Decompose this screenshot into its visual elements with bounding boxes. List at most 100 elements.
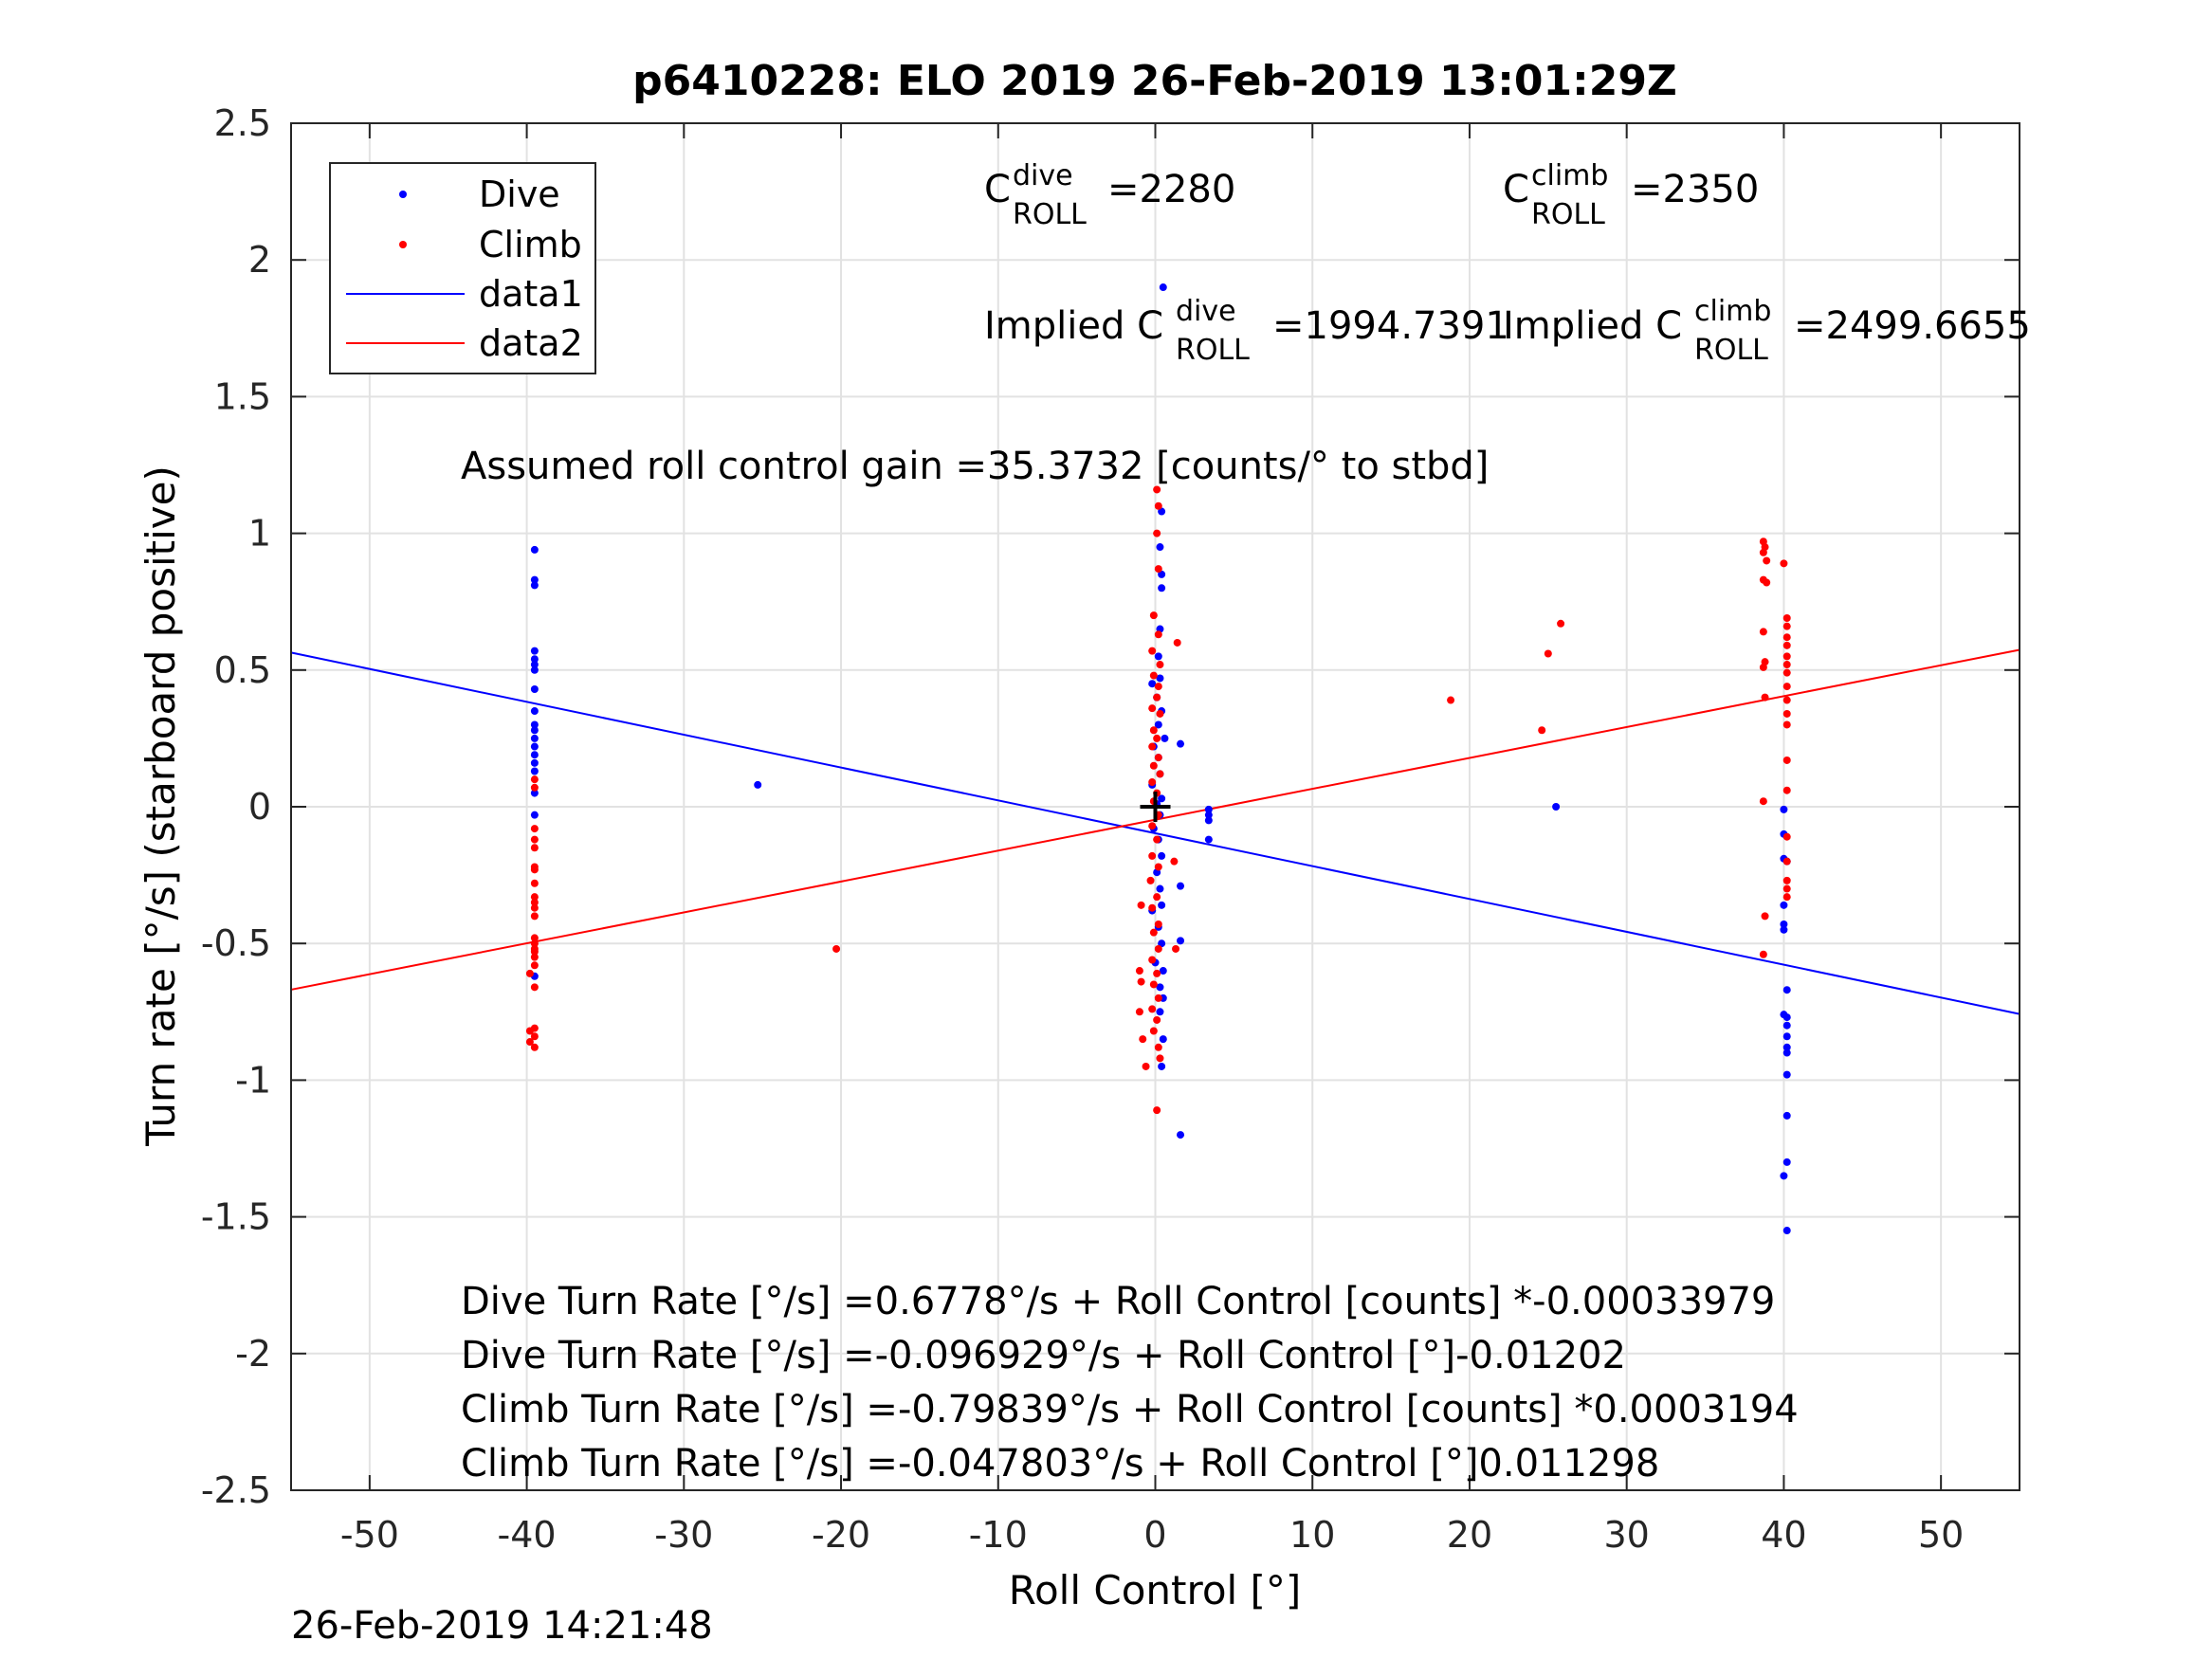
- point-climb: [1782, 709, 1791, 718]
- point-climb: [1149, 726, 1158, 735]
- point-climb: [1447, 696, 1455, 704]
- point-climb: [530, 947, 539, 956]
- point-climb: [1154, 630, 1162, 639]
- origin-marker: [1140, 792, 1171, 822]
- point-dive: [530, 665, 539, 674]
- point-climb: [1172, 944, 1180, 953]
- point-dive: [1782, 1013, 1791, 1022]
- point-dive: [1782, 1111, 1791, 1120]
- point-dive: [1177, 882, 1185, 890]
- legend: Dive Climb data1 data2: [329, 162, 596, 374]
- legend-label-data2: data2: [479, 322, 583, 364]
- tick-marks: [291, 122, 2020, 1491]
- c-roll-dive-annotation: C dive ROLL =2280: [984, 159, 1235, 231]
- point-climb: [1782, 614, 1791, 623]
- point-dive: [1156, 674, 1164, 683]
- point-climb: [1142, 1062, 1150, 1070]
- superscript-climb: climb: [1531, 159, 1608, 192]
- legend-label-climb: Climb: [479, 224, 582, 265]
- point-dive: [1159, 283, 1167, 292]
- implied-c-label: Implied C: [1503, 304, 1682, 348]
- point-climb: [1153, 485, 1161, 494]
- point-climb: [1154, 565, 1162, 574]
- x-tick-label: -20: [812, 1514, 870, 1556]
- implied-climb-value: =2499.6655: [1794, 304, 2031, 348]
- point-climb: [1156, 770, 1164, 778]
- point-climb: [1139, 1035, 1147, 1044]
- point-climb: [1782, 661, 1791, 669]
- point-climb: [530, 1043, 539, 1051]
- point-climb: [1148, 704, 1157, 713]
- point-climb: [530, 898, 539, 906]
- fit-line-data1: [290, 651, 2020, 1015]
- point-dive: [530, 655, 539, 664]
- point-climb: [530, 835, 539, 844]
- x-tick-label: 0: [1143, 1514, 1166, 1556]
- point-climb: [525, 969, 534, 977]
- x-tick-label: -40: [498, 1514, 557, 1556]
- point-climb: [1154, 994, 1162, 1002]
- point-climb: [530, 783, 539, 792]
- point-climb: [1153, 969, 1161, 977]
- point-climb: [1149, 980, 1158, 989]
- y-tick-labels: -2.5 -2 -1.5 -1 -0.5 0 0.5 1 1.5 2 2.5: [201, 102, 271, 1511]
- point-climb: [530, 934, 539, 942]
- subscript-roll: ROLL: [1013, 198, 1087, 231]
- point-climb: [1154, 944, 1162, 953]
- point-climb: [1153, 734, 1161, 742]
- y-tick-label: 1.5: [214, 375, 271, 417]
- timestamp: 26-Feb-2019 14:21:48: [291, 1604, 713, 1648]
- y-tick-label: -0.5: [201, 922, 271, 964]
- point-climb: [530, 893, 539, 902]
- x-tick-label: -50: [340, 1514, 399, 1556]
- y-tick-label: 2.5: [214, 102, 271, 144]
- point-climb: [1148, 647, 1157, 655]
- point-dive: [1159, 1035, 1167, 1044]
- point-climb: [1153, 835, 1161, 844]
- point-climb: [530, 775, 539, 784]
- point-climb: [1153, 1015, 1161, 1024]
- point-dive: [1156, 884, 1164, 893]
- point-climb: [1782, 786, 1791, 794]
- point-climb: [1154, 683, 1162, 691]
- x-tick-labels: -50 -40 -30 -20 -10 0 10 20 30 40 50: [340, 1514, 1964, 1556]
- fit-equation-climb-degrees: Climb Turn Rate [°/s] =-0.047803°/s + Ro…: [461, 1442, 1659, 1486]
- subscript-roll: ROLL: [1694, 334, 1768, 367]
- x-tick-label: 50: [1918, 1514, 1964, 1556]
- point-climb: [1780, 559, 1788, 568]
- x-tick-label: 10: [1289, 1514, 1335, 1556]
- legend-label-data1: data1: [479, 273, 583, 315]
- point-climb: [530, 825, 539, 833]
- point-dive: [1780, 1172, 1788, 1180]
- superscript-climb: climb: [1694, 295, 1771, 328]
- point-climb: [1148, 851, 1157, 860]
- point-climb: [1782, 756, 1791, 764]
- point-dive: [530, 751, 539, 759]
- point-climb: [1782, 683, 1791, 691]
- point-dive: [1154, 652, 1162, 661]
- point-dive: [1154, 720, 1162, 729]
- point-climb: [1759, 548, 1767, 556]
- point-dive: [1782, 1048, 1791, 1057]
- c-symbol: C: [984, 168, 1011, 211]
- x-axis-label: Roll Control [°]: [1009, 1567, 1302, 1613]
- implied-dive-value: =1994.7391: [1272, 304, 1509, 348]
- point-climb: [1544, 649, 1552, 658]
- gain-annotation: Assumed roll control gain =35.3732 [coun…: [461, 445, 1489, 488]
- point-climb: [1148, 1005, 1157, 1013]
- legend-box: [329, 162, 596, 374]
- y-tick-label: 1: [248, 513, 271, 555]
- point-dive: [1177, 1131, 1185, 1139]
- point-dive: [530, 742, 539, 751]
- point-climb: [1148, 956, 1157, 964]
- point-climb: [1137, 901, 1145, 909]
- point-climb: [1759, 628, 1767, 636]
- point-climb: [530, 912, 539, 921]
- point-climb: [1759, 663, 1767, 671]
- point-dive: [1148, 680, 1157, 688]
- point-dive: [1782, 1021, 1791, 1030]
- point-climb: [1153, 893, 1161, 902]
- point-dive: [1782, 1043, 1791, 1051]
- fit-equation-dive-degrees: Dive Turn Rate [°/s] =-0.096929°/s + Rol…: [461, 1334, 1626, 1377]
- implied-c-label: Implied C: [984, 304, 1163, 348]
